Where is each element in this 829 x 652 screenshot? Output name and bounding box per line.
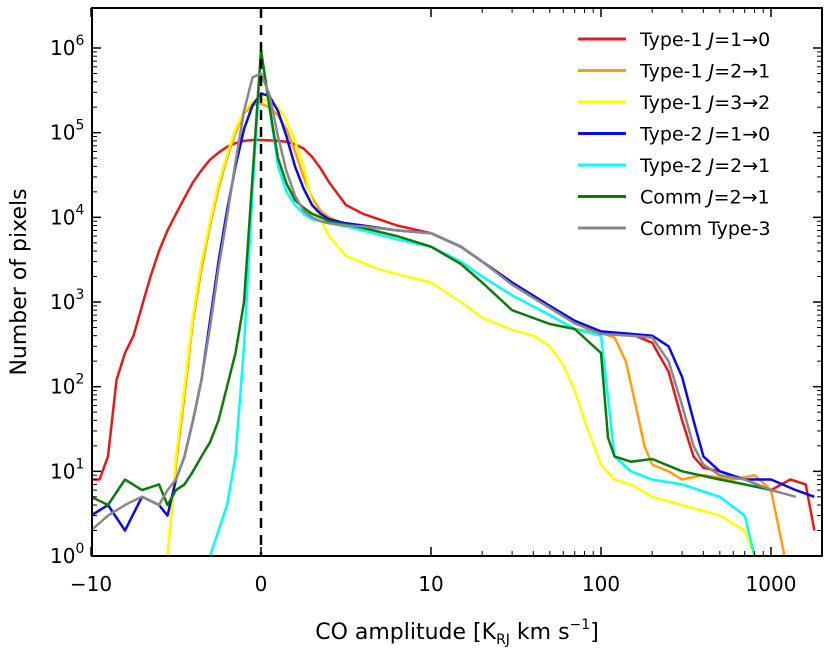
series-layer [92,48,816,556]
y-tick-label: 103 [50,287,84,314]
x-tick-label: −10 [70,572,112,596]
plot-frame [91,7,823,557]
plot-background [92,8,822,556]
series-line-comm-j-2-1 [92,48,772,507]
legend-label: Type-1 J=2→1 [639,61,770,83]
legend-label: Comm J=2→1 [640,187,770,209]
y-tick-label: 100 [50,541,84,568]
y-tick-label: 106 [50,33,84,60]
legend-label: Type-1 J=3→2 [639,92,770,114]
legend-label: Type-1 J=1→0 [639,29,770,51]
y-axis-title: Number of pixels [7,188,32,375]
x-tick-label: 1000 [746,572,797,596]
x-axis-title: CO amplitude [KRJ km s−1] [315,617,599,648]
series-line-comm-type-3 [92,72,797,532]
y-tick-label: 101 [50,456,84,483]
series-line-type-1-j-3-2 [166,97,756,556]
series-line-type-1-j-1-0 [92,138,816,531]
x-tick-label: 10 [418,572,443,596]
legend-label: Type-2 J=2→1 [639,155,770,177]
legend: Type-1 J=1→0 Type-1 J=2→1 Type-1 J=3→2 Type… [578,29,771,240]
y-tick-label: 102 [50,372,84,399]
y-tick-label: 105 [50,118,84,145]
y-tick-label: 104 [50,202,84,229]
legend-label: Type-2 J=1→0 [639,124,770,146]
x-tick-label: 100 [582,572,620,596]
x-tick-label: 0 [255,572,268,596]
legend-label: Comm Type-3 [640,218,771,240]
